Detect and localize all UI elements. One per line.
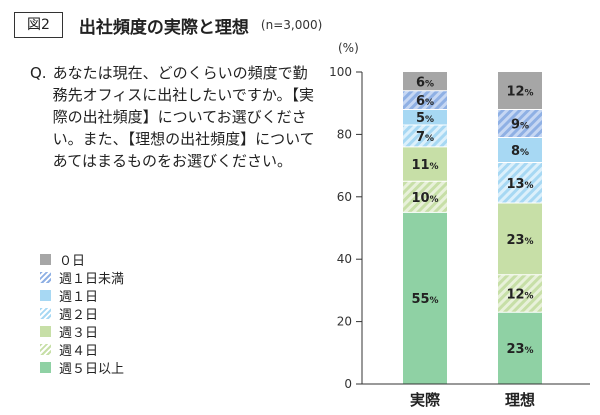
data-label: 23% — [506, 342, 533, 357]
y-tick-label: 40 — [337, 252, 352, 266]
question-prefix: Q. — [30, 64, 47, 82]
data-label: 55% — [411, 292, 438, 307]
legend-swatch — [40, 361, 51, 373]
legend-item: ０日 — [40, 250, 124, 269]
y-tick-label: 0 — [344, 377, 352, 391]
x-category-label: 実際 — [410, 391, 441, 409]
figure-header: 図2 出社頻度の実際と理想 (n=3,000) — [14, 12, 322, 38]
bar-segment — [498, 274, 542, 313]
legend-swatch — [40, 253, 51, 265]
legend-item: 週１日未満 — [40, 268, 125, 287]
bar-segment — [498, 72, 542, 110]
data-label: 13% — [506, 177, 533, 192]
y-tick-label: 20 — [337, 315, 352, 329]
data-label: 8% — [511, 144, 529, 159]
legend-label: 週２日 — [59, 307, 99, 323]
survey-question: Q. あなたは現在、どのくらいの頻度で勤務先オフィスに出社したいですか。【実際の… — [30, 62, 320, 172]
data-label: 23% — [506, 233, 533, 248]
x-category-label: 理想 — [505, 391, 535, 409]
bar-segment — [403, 181, 447, 213]
legend-item: 週２日 — [40, 304, 124, 323]
legend-swatch — [40, 325, 51, 337]
legend-swatch — [40, 271, 51, 283]
data-label: 5% — [416, 111, 434, 126]
legend-label: 週３日 — [59, 325, 99, 341]
legend-label: ０日 — [59, 253, 86, 269]
bar-segment — [403, 146, 447, 182]
data-label: 7% — [416, 130, 434, 145]
bar-segment — [498, 312, 542, 384]
legend-label: 週１日 — [59, 289, 99, 305]
bar-segment — [498, 203, 542, 275]
data-label: 12% — [506, 288, 533, 303]
data-label: 10% — [411, 191, 438, 206]
figure-number-label: 図2 — [14, 12, 63, 38]
legend-item: 週５日以上 — [40, 358, 125, 377]
legend-swatch — [40, 343, 51, 355]
data-label: 11% — [411, 158, 438, 173]
question-text: あなたは現在、どのくらいの頻度で勤務先オフィスに出社したいですか。【実際の出社頻… — [52, 64, 315, 170]
y-tick-label: 60 — [337, 190, 352, 204]
bar-segment — [403, 90, 447, 110]
y-tick-label: 100 — [329, 65, 352, 79]
bar-segment — [403, 72, 447, 91]
chart-legend: ０日週１日未満週１日週２日週３日週４日週５日以上 — [40, 250, 125, 377]
bar-segment — [498, 137, 542, 163]
legend-swatch — [40, 289, 51, 301]
legend-swatch — [40, 307, 51, 319]
y-tick-label: 80 — [337, 127, 352, 141]
y-axis-unit-label: (%) — [338, 41, 359, 55]
data-label: 12% — [506, 85, 533, 100]
data-label: 6% — [416, 94, 434, 109]
legend-item: 週１日 — [40, 286, 124, 305]
bar-segment — [498, 162, 542, 204]
bar-segment — [403, 125, 447, 147]
bar-segment — [403, 109, 447, 126]
legend-label: 週１日未満 — [59, 271, 125, 287]
bar-segment — [403, 212, 447, 384]
legend-label: 週４日 — [59, 343, 99, 359]
data-label: 9% — [511, 117, 529, 132]
legend-item: 週４日 — [40, 340, 124, 359]
figure-title: 出社頻度の実際と理想 — [78, 17, 249, 38]
data-label: 6% — [416, 75, 434, 90]
legend-label: 週５日以上 — [59, 361, 125, 377]
bar-segment — [498, 109, 542, 138]
legend-item: 週３日 — [40, 322, 124, 341]
sample-size-note: (n=3,000) — [260, 18, 323, 32]
